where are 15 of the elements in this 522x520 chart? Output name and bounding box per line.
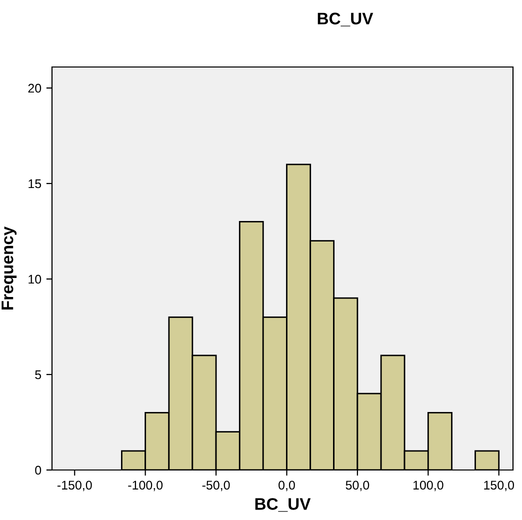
- x-tick-label: -50,0: [202, 480, 230, 492]
- y-tick-label: 15: [28, 179, 42, 188]
- y-axis-title: Frequency: [2, 226, 17, 310]
- x-tick-label: -100,0: [128, 480, 163, 492]
- y-tick-label: 10: [28, 274, 42, 284]
- y-tick-label: 20: [28, 84, 42, 93]
- chart-title: BC_UV: [318, 12, 374, 26]
- x-tick-label: 50,0: [346, 480, 370, 492]
- y-tick-label: 5: [35, 370, 42, 380]
- x-axis-title: BC_UV: [255, 498, 311, 512]
- x-tick-label: 0,0: [278, 480, 295, 492]
- x-tick-label: 150,0: [484, 480, 514, 492]
- y-tick-label: 0: [35, 466, 42, 475]
- x-tick-label: -150,0: [57, 480, 92, 492]
- x-tick-label: 100,0: [413, 480, 444, 492]
